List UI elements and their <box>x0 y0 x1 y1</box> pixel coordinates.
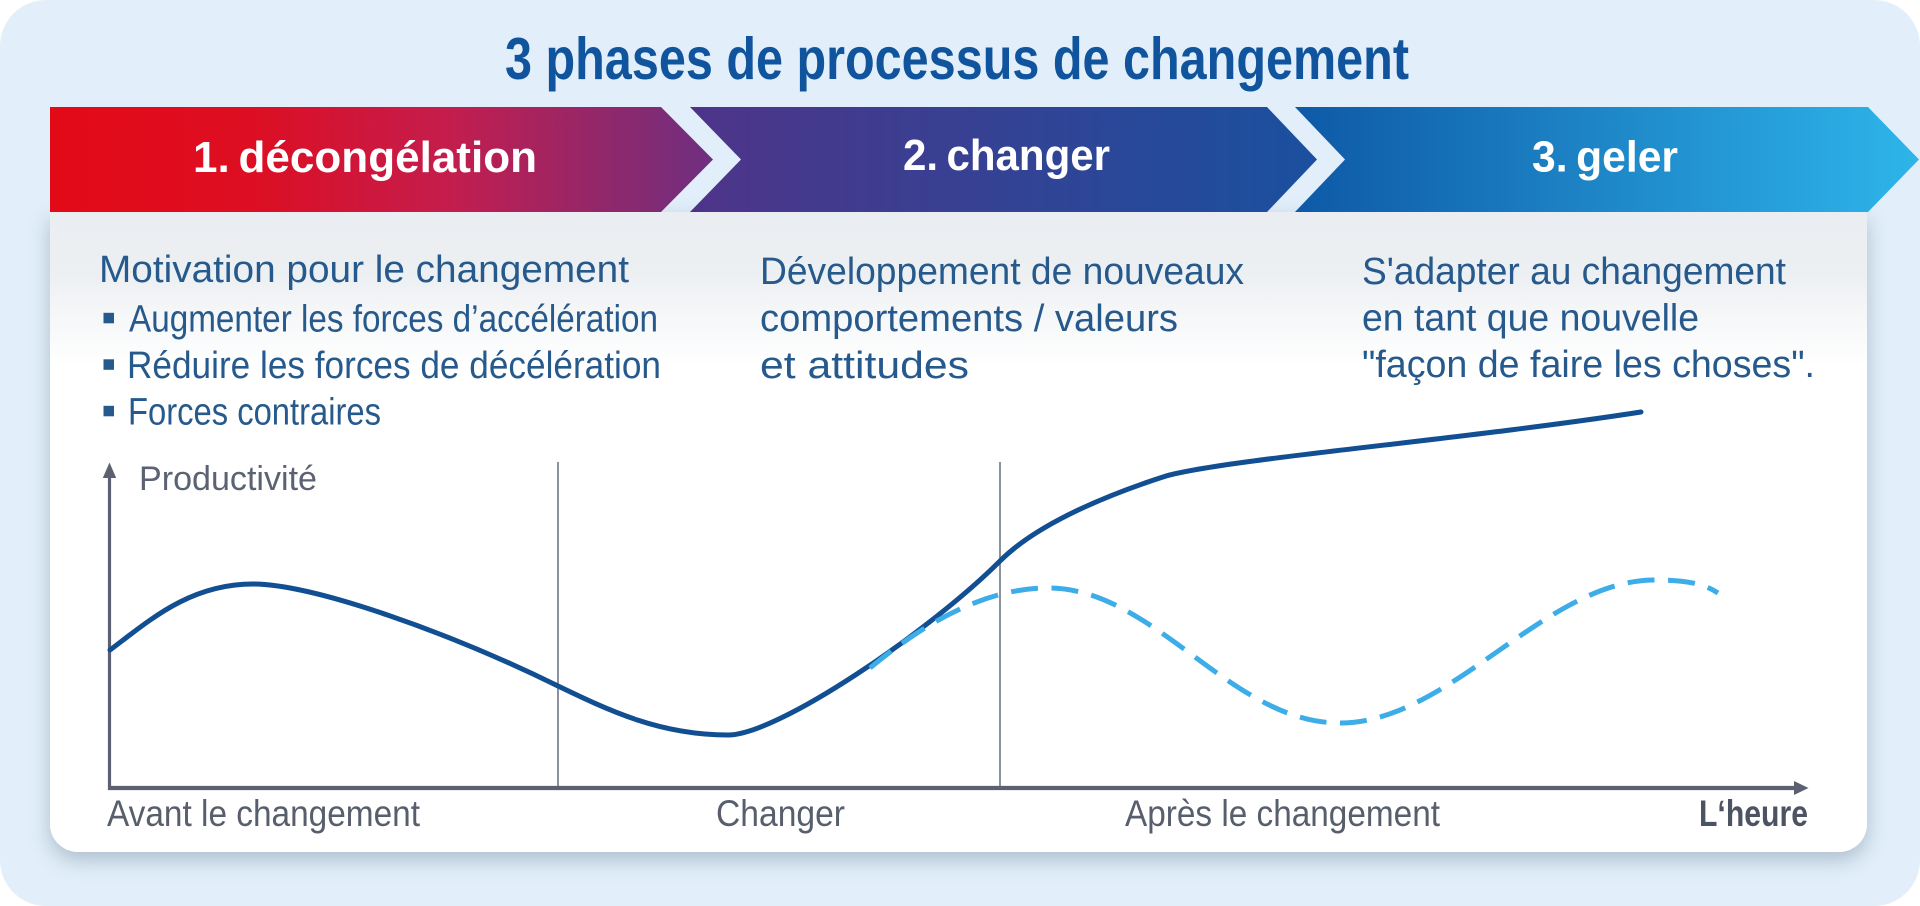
svg-text:Forces contraires: Forces contraires <box>128 392 381 434</box>
svg-text:2. changer: 2. changer <box>903 131 1110 180</box>
svg-text:comportements / valeurs: comportements / valeurs <box>760 298 1178 340</box>
svg-text:Développement de nouveaux: Développement de nouveaux <box>760 251 1244 293</box>
svg-text:en tant que nouvelle: en tant que nouvelle <box>1362 297 1699 339</box>
svg-text:3. geler: 3. geler <box>1532 133 1678 182</box>
svg-text:Réduire les forces de décéléra: Réduire les forces de décélération <box>127 345 661 387</box>
svg-text:et attitudes: et attitudes <box>760 345 969 387</box>
svg-text:Productivité: Productivité <box>139 460 317 498</box>
svg-text:Après le changement: Après le changement <box>1125 793 1441 834</box>
svg-text:Motivation pour le changement: Motivation pour le changement <box>99 249 629 291</box>
svg-text:"façon de faire les choses".: "façon de faire les choses". <box>1362 344 1815 386</box>
svg-text:S'adapter au changement: S'adapter au changement <box>1362 251 1786 293</box>
svg-text:Changer: Changer <box>716 793 845 834</box>
svg-text:Avant le changement: Avant le changement <box>107 793 421 834</box>
svg-text:Augmenter les forces d’accélér: Augmenter les forces d’accélération <box>129 298 658 340</box>
svg-text:L‘heure: L‘heure <box>1699 793 1808 834</box>
svg-text:3 phases de processus de chang: 3 phases de processus de changement <box>505 26 1409 92</box>
svg-text:1. décongélation: 1. décongélation <box>193 133 537 182</box>
